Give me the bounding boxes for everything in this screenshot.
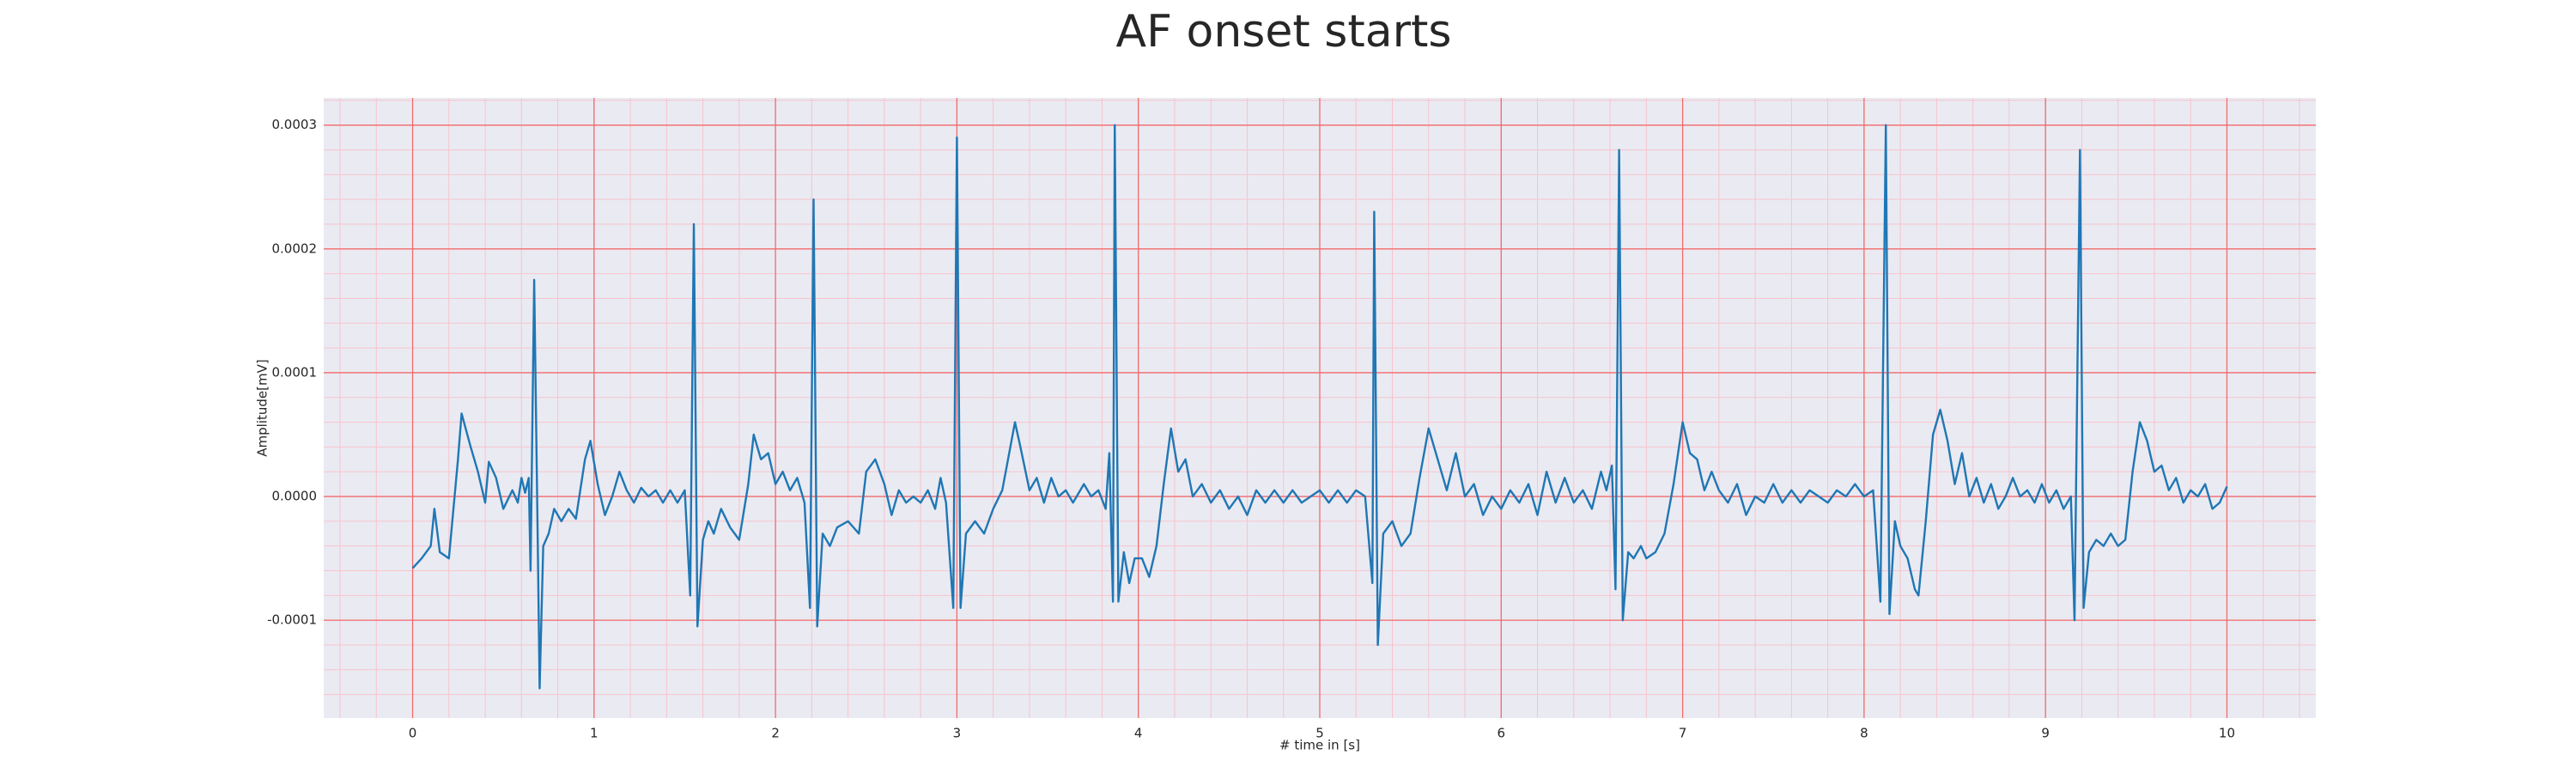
y-tick-label: 0.0001 <box>272 364 318 380</box>
x-tick-label: 3 <box>953 726 962 741</box>
x-tick-label: 1 <box>590 726 598 741</box>
ecg-line <box>411 124 2228 690</box>
x-tick-label: 9 <box>2041 726 2050 741</box>
chart-title: AF onset starts <box>1116 6 1452 58</box>
y-tick-label: 0.0000 <box>272 489 318 504</box>
x-tick-label: 4 <box>1134 726 1143 741</box>
plot-area <box>324 98 2316 718</box>
x-tick-label: 8 <box>1860 726 1868 741</box>
y-tick-label: 0.0002 <box>272 240 318 256</box>
y-axis-label: Amplitude[mV] <box>255 359 270 456</box>
x-tick-label: 0 <box>409 726 417 741</box>
x-tick-label: 10 <box>2219 726 2235 741</box>
x-tick-label: 5 <box>1315 726 1324 741</box>
x-axis-label: # time in [s] <box>1279 738 1360 753</box>
x-tick-label: 7 <box>1679 726 1687 741</box>
y-tick-label: -0.0001 <box>267 612 317 628</box>
x-tick-label: 6 <box>1498 726 1506 741</box>
x-tick-label: 2 <box>771 726 780 741</box>
y-tick-label: 0.0003 <box>272 117 318 132</box>
